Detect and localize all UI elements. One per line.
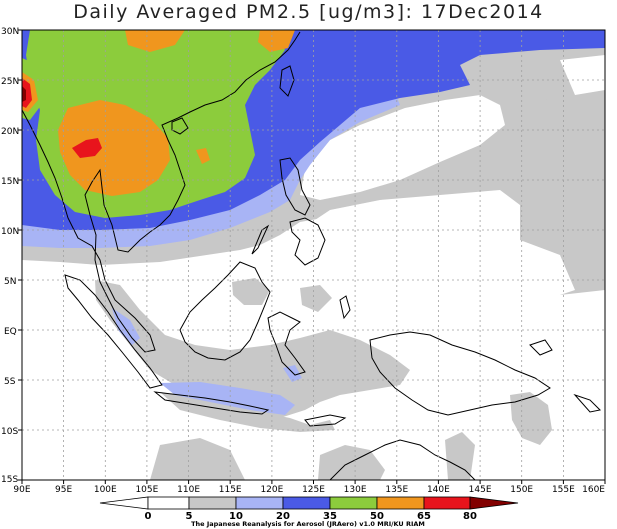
coast-sumatra [64,274,163,389]
colorbar-segment-0-5 [147,496,190,510]
coast-palawan [251,224,270,255]
orange-northeast [258,30,295,52]
y-tick-label: 20N [1,127,19,137]
x-tick-label: 110E [177,485,200,495]
credit-text: The Japanese Reanalysis for Aerosol (JRA… [191,520,425,528]
y-tick-label: 10S [1,427,18,437]
x-tick-label: 115E [219,485,242,495]
gray-java-south [160,392,335,432]
white-east-pocket [560,55,605,95]
band-red [22,78,102,158]
colorbar-segment-10-20 [235,496,284,510]
x-tick-label: 90E [13,485,30,495]
colorbar-label: 20 [276,511,290,522]
x-tick-label: 135E [385,485,408,495]
x-tick-label: 95E [55,485,72,495]
coast-luzon [279,157,311,216]
colorbar-segment-5-10 [188,496,237,510]
colorbar-segment-50-65 [376,496,425,510]
colorbar-label: 10 [229,511,243,522]
colorbar-left-arrow [99,496,149,510]
colorbar-label: 0 [145,511,152,522]
coast-java [153,391,270,415]
x-tick-label: 150E [510,485,533,495]
colorbar-label: 5 [186,511,193,522]
x-tick-label: 160E [582,485,605,495]
y-axis-labels: 30N 25N 20N 15N 10N 5N EQ 5S 10S 15S [1,27,19,485]
colorbar-label: 65 [417,511,431,522]
tick-marks [18,29,606,484]
y-tick-label: 25N [1,77,19,87]
y-tick-label: 15N [1,177,19,187]
colorbar-right-arrow [469,496,519,510]
colorbar-label: 80 [463,511,477,522]
orange-north [125,30,185,52]
y-tick-label: 10N [1,227,19,237]
lightblue-sulawesi [283,365,302,382]
coast-bismarck [529,339,553,356]
lightblue-sumatra [112,308,140,345]
coast-mainland [22,31,301,353]
coast-taiwan [279,65,295,97]
colorbar-segment-65-80 [423,496,471,510]
y-tick-label: 30N [1,27,19,37]
band-orange [22,30,295,196]
x-tick-label: 105E [135,485,158,495]
x-tick-label: 130E [344,485,367,495]
coast-sulawesi [267,311,306,376]
y-tick-label: 5N [4,277,16,287]
gray-sulawesi [300,285,332,312]
y-tick-label: EQ [4,327,17,337]
coast-halmahera [339,295,351,320]
darkred-west-edge [22,86,26,102]
orange-indochina [58,100,170,196]
x-tick-label: 120E [260,485,283,495]
x-tick-label: 155E [552,485,575,495]
colorbar-segment-20-35 [282,496,331,510]
colorbar: 0 5 10 20 35 50 65 80 [99,496,519,522]
y-tick-label: 15S [1,475,18,485]
gray-png [510,392,552,445]
coast-solomons [573,393,602,413]
x-axis-labels: 90E 95E 100E 105E 110E 115E 120E 125E 13… [13,485,605,495]
band-white [300,55,605,300]
coast-new-guinea [369,331,551,416]
coast-timor [304,414,347,427]
x-tick-label: 140E [427,485,450,495]
orange-south-china [196,148,210,164]
coast-hainan [171,117,189,135]
gray-south-a [150,438,245,480]
coast-borneo [179,261,271,361]
gridlines [22,30,605,480]
y-tick-label: 5S [4,377,16,387]
colorbar-segment-35-50 [329,496,378,510]
x-tick-label: 145E [469,485,492,495]
colorbar-label: 50 [370,511,384,522]
white-north-pocket [300,95,505,200]
coastlines [22,31,602,480]
colorbar-label: 35 [323,511,337,522]
white-equatorial-channel [300,190,575,300]
gray-south-c [445,432,475,480]
coast-philippines-south [289,217,326,266]
gray-borneo [232,278,270,305]
x-tick-label: 125E [302,485,325,495]
map-title: Daily Averaged PM2.5 [ug/m3]: 17Dec2014 [73,1,544,23]
red-myanmar-hotspot [72,138,102,158]
lightblue-java [160,382,295,415]
x-tick-label: 100E [94,485,117,495]
